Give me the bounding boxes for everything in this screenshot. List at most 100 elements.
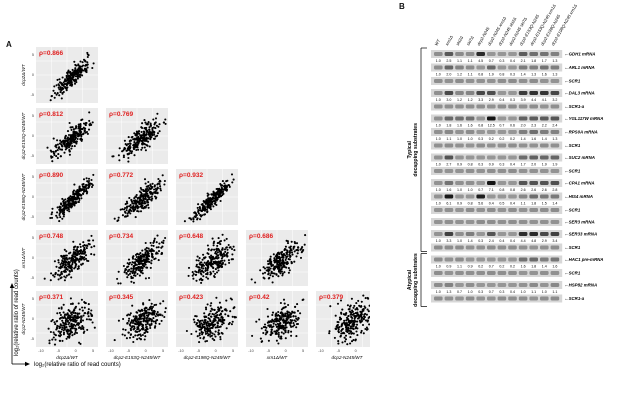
scatter-point <box>122 264 125 268</box>
scatter-point <box>61 217 64 220</box>
scatter-point <box>87 186 90 189</box>
scatter-point <box>148 130 151 133</box>
scatter-point <box>154 325 157 328</box>
blot-band <box>444 169 454 173</box>
quantification-value: 1.4 <box>521 137 526 141</box>
scatter-point <box>64 322 67 325</box>
probe-label: ←HIS4 mRNA <box>564 194 593 199</box>
scatter-point <box>88 119 91 122</box>
quantification-value: 1.3 <box>531 73 536 77</box>
blot-band <box>550 220 560 224</box>
scatter-point <box>57 330 60 333</box>
blot-band <box>518 169 528 173</box>
scatter-point <box>129 150 132 153</box>
scatter-point <box>64 254 67 257</box>
blot-band <box>497 181 507 185</box>
blot-band <box>476 116 485 121</box>
probe-label: ←SCR1 <box>564 169 581 174</box>
scatter-point <box>71 263 74 266</box>
quantification-value: 1.4 <box>542 265 547 269</box>
scatter-point <box>199 218 202 221</box>
blot-band <box>444 220 454 224</box>
scatter-point <box>221 332 224 335</box>
scatter-point <box>62 260 66 264</box>
scatter-point <box>161 314 164 317</box>
scatter-point <box>277 263 280 266</box>
scatter-point <box>139 317 143 320</box>
scatter-point <box>122 317 125 321</box>
scatter-point <box>213 202 216 205</box>
scatter-point <box>82 328 85 331</box>
blot-band <box>497 220 507 224</box>
blot-band <box>444 91 454 95</box>
scatter-point <box>70 140 73 143</box>
scatter-point <box>262 331 265 335</box>
scatter-point <box>295 255 298 258</box>
scatter-point <box>77 323 80 327</box>
scatter-point <box>352 332 355 335</box>
scatter-point <box>66 81 69 84</box>
scatter-point <box>202 337 205 340</box>
scatter-point <box>285 262 288 265</box>
scatter-point <box>154 322 157 325</box>
scatter-point <box>279 324 282 328</box>
scatter-point <box>66 313 69 316</box>
scatter-point <box>279 257 282 260</box>
row-label: dcp2Δ/WT <box>21 63 26 86</box>
scatter-point <box>144 128 148 131</box>
scatter-point <box>204 202 207 205</box>
scatter-point <box>90 246 93 249</box>
scatter-point <box>205 273 208 276</box>
scatter-point <box>56 206 59 209</box>
scatter-point <box>65 250 68 253</box>
blot-band <box>434 245 443 250</box>
correlation-label: ρ=0.686 <box>249 233 273 240</box>
scatter-point <box>77 190 80 193</box>
scatter-point <box>60 97 63 100</box>
scatter-point <box>71 257 74 260</box>
quantification-value: 1.1 <box>468 73 473 77</box>
scatter-point <box>199 336 202 340</box>
scatter-cell: ρ=0.686 <box>246 230 308 286</box>
scatter-point <box>281 312 284 315</box>
scatter-point <box>273 272 276 275</box>
scatter-point <box>283 265 286 268</box>
scatter-point <box>84 254 88 257</box>
scatter-point <box>217 319 220 322</box>
scatter-point <box>68 325 71 328</box>
scatter-point <box>79 71 82 74</box>
blot-band <box>529 232 538 236</box>
scatter-point <box>148 308 151 311</box>
scatter-point <box>129 204 132 207</box>
scatter-point <box>340 328 344 331</box>
scatter-point <box>260 327 263 330</box>
scatter-point <box>90 309 93 312</box>
scatter-point <box>132 255 135 258</box>
scatter-point <box>125 272 128 275</box>
quantification-value: 1.0 <box>457 137 462 141</box>
scatter-point <box>267 262 270 266</box>
scatter-point <box>151 249 154 252</box>
scatter-point <box>74 67 77 70</box>
scatter-point <box>355 323 359 326</box>
scatter-point <box>159 189 162 192</box>
scatter-point <box>139 199 142 202</box>
blot-band <box>508 283 517 287</box>
scatter-point <box>76 137 79 141</box>
scatter-point <box>134 142 137 145</box>
blot-band <box>476 143 485 148</box>
scatter-point <box>221 261 225 264</box>
scatter-point <box>151 255 154 258</box>
scatter-point <box>93 326 96 329</box>
probe-label: ←DAL3 mRNA <box>564 91 595 96</box>
scatter-point <box>287 303 290 307</box>
blot-band <box>529 194 538 199</box>
scatter-point <box>88 111 91 114</box>
scatter-point <box>73 333 76 336</box>
scatter-point <box>130 150 134 153</box>
quantification-value: 0.4 <box>489 202 494 206</box>
blot-band <box>518 79 528 83</box>
scatter-point <box>69 84 72 87</box>
scatter-point <box>132 202 135 205</box>
blot-band <box>476 104 485 109</box>
